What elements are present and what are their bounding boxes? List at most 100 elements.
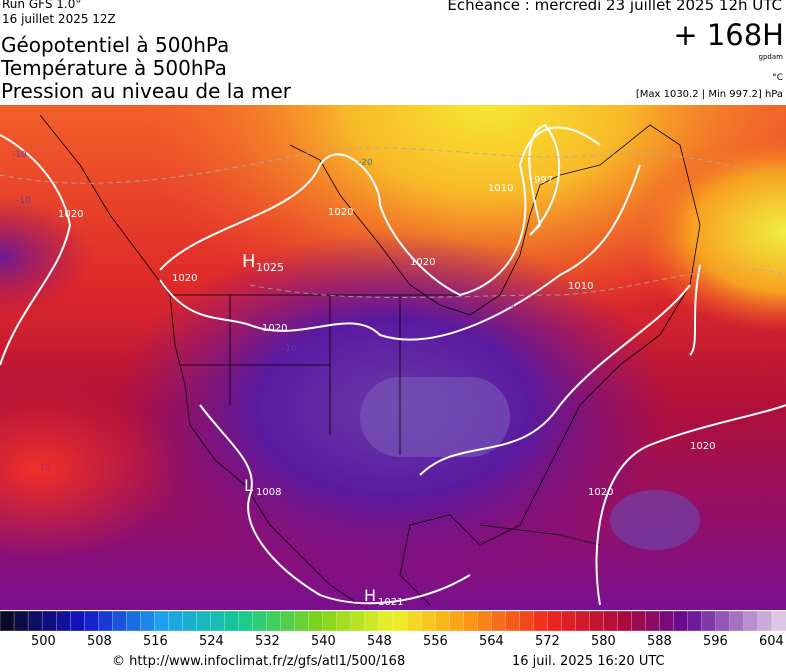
map-label: 1008 <box>256 487 281 498</box>
colorbar-swatch <box>322 611 338 632</box>
colorbar-swatch <box>406 611 422 632</box>
isobars <box>0 123 786 606</box>
map-label: 1021 <box>378 597 403 608</box>
colorbar-swatch <box>673 611 689 632</box>
colorbar-swatch <box>55 611 71 632</box>
colorbar-swatch <box>308 611 324 632</box>
colorbar-swatch <box>210 611 226 632</box>
colorbar-swatch <box>126 611 142 632</box>
map-label: -20 <box>358 158 373 168</box>
unit-geo: gpdam <box>758 53 783 61</box>
colorbar-swatch <box>13 611 29 632</box>
colorbar-label: 508 <box>87 634 112 649</box>
colorbar-swatch <box>575 611 591 632</box>
colorbar-label: 596 <box>703 634 728 649</box>
run-date: 16 juillet 2025 12Z <box>2 12 116 26</box>
colorbar-label: 572 <box>535 634 560 649</box>
map-label: 1020 <box>172 273 197 284</box>
colorbar-label: 516 <box>143 634 168 649</box>
colorbar-swatch <box>603 611 619 632</box>
isotherms <box>0 147 786 298</box>
colorbar-swatch <box>771 611 786 632</box>
map-label: -10 <box>12 150 27 160</box>
map-label: L <box>244 476 253 495</box>
map-label: 1020 <box>410 257 435 268</box>
colorbar-swatch <box>743 611 759 632</box>
map-label: 1010 <box>568 281 593 292</box>
colorbar-label: 524 <box>199 634 224 649</box>
colorbar-label: 500 <box>31 634 56 649</box>
colorbar-label: 540 <box>311 634 336 649</box>
colorbar-swatch <box>41 611 57 632</box>
colorbar-swatch <box>463 611 478 632</box>
colorbar-label: 580 <box>591 634 616 649</box>
coastlines <box>39 114 701 606</box>
colorbar-swatch <box>392 611 408 632</box>
colorbar-swatch <box>757 611 773 632</box>
colorbar-swatch <box>589 611 605 632</box>
run-label: Run GFS 1.0° <box>2 0 82 11</box>
map-label: 1020 <box>328 207 353 218</box>
colorbar-swatch <box>519 611 535 632</box>
map-label: 1010 <box>488 183 513 194</box>
cold-core <box>610 490 700 550</box>
colorbar-swatch <box>617 611 633 632</box>
colorbar-swatch <box>378 611 394 632</box>
map-label: 1020 <box>262 323 287 334</box>
colorbar-swatch <box>491 611 506 632</box>
map-label: -10 <box>16 196 31 206</box>
map-label: 997 <box>534 175 553 186</box>
colorbar-label: 532 <box>255 634 280 649</box>
map-label: 1020 <box>588 487 613 498</box>
colorbar-swatch <box>477 611 492 632</box>
unit-temp: °C <box>772 73 783 83</box>
colorbar-swatch <box>729 611 745 632</box>
colorbar-swatch <box>98 611 113 632</box>
cold-core <box>360 377 510 457</box>
colorbar-swatch <box>27 611 43 632</box>
echeance: Echéance : mercredi 23 juillet 2025 12h … <box>447 0 782 14</box>
colorbar-swatch <box>140 611 156 632</box>
colorbar-swatch <box>505 611 520 632</box>
map-label: H <box>242 251 256 272</box>
map-label: H <box>364 586 376 605</box>
colorbar-label: 556 <box>423 634 448 649</box>
title-3: Pression au niveau de la mer <box>1 79 291 103</box>
colorbar-swatch <box>252 611 268 632</box>
colorbar-swatch <box>645 611 661 632</box>
colorbar-swatch <box>280 611 296 632</box>
colorbar-swatch <box>547 611 563 632</box>
title-2: Température à 500hPa <box>1 56 227 80</box>
map-label: -10 <box>36 463 51 473</box>
map-label: 1020 <box>58 209 83 220</box>
colorbar-swatch <box>196 611 212 632</box>
colorbar-swatch <box>84 611 99 632</box>
colorbar-label: 564 <box>479 634 504 649</box>
colorbar-swatch <box>266 611 282 632</box>
colorbar-swatch <box>294 611 310 632</box>
colorbar-swatch <box>687 611 703 632</box>
colorbar <box>0 611 786 632</box>
map-label: -10 <box>282 344 297 354</box>
colorbar-swatch <box>70 611 85 632</box>
colorbar-swatch <box>112 611 127 632</box>
colorbar-swatch <box>561 611 577 632</box>
colorbar-labels: 500 508 516 524 532 540 548 556 564 572 580 588 596 6… <box>0 634 786 652</box>
title-1: Géopotentiel à 500hPa <box>1 33 230 57</box>
map-label: 1020 <box>690 441 715 452</box>
map-label: 1025 <box>256 261 284 274</box>
colorbar-swatch <box>434 611 450 632</box>
footer-url: © http://www.infoclimat.fr/z/gfs/atl1/50… <box>112 654 406 669</box>
colorbar-swatch <box>224 611 240 632</box>
lead-time: + 168H <box>673 18 784 52</box>
footer-date: 16 juil. 2025 16:20 UTC <box>512 654 665 669</box>
colorbar-swatch <box>448 611 464 632</box>
colorbar-swatch <box>533 611 549 632</box>
colorbar-swatch <box>631 611 647 632</box>
colorbar-swatch <box>715 611 731 632</box>
colorbar-swatch <box>154 611 170 632</box>
colorbar-label: 548 <box>367 634 392 649</box>
